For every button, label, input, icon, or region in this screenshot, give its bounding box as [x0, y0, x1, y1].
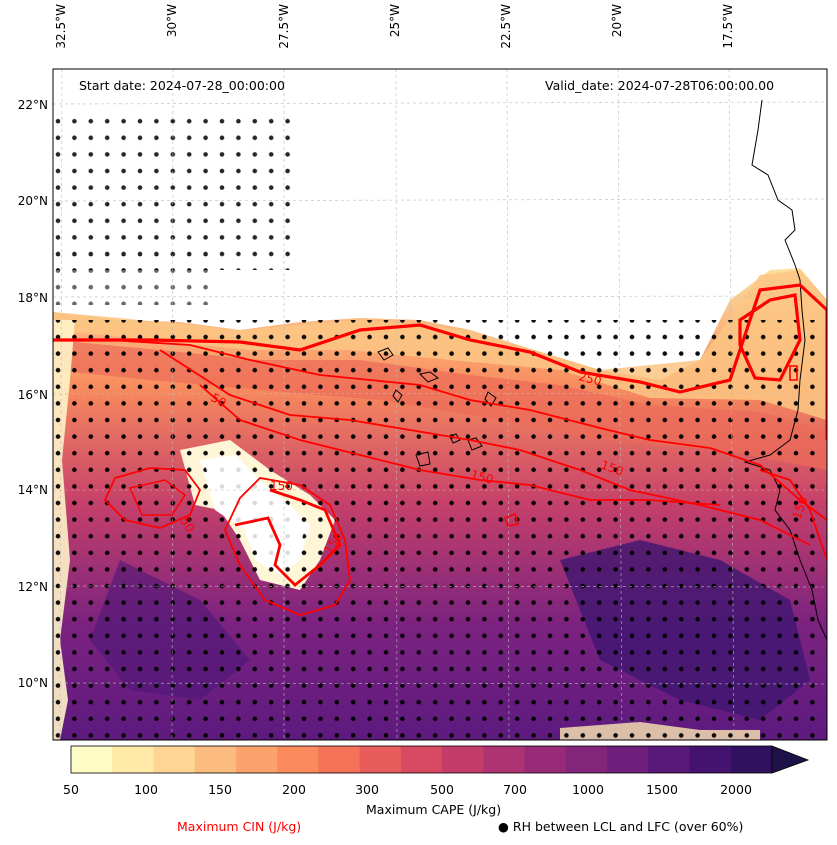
colorbar-extend-arrow — [771, 745, 810, 774]
colorbar-segment — [607, 746, 649, 773]
cin-closed-west-inner — [128, 479, 187, 516]
rh-dots-south — [53, 320, 827, 740]
rh-dot-icon: ● — [498, 819, 509, 834]
map-frame — [52, 68, 828, 741]
colorbar-tick: 500 — [430, 782, 454, 797]
colorbar-label: Maximum CAPE (J/kg) — [366, 802, 502, 817]
contour-label: 150 — [469, 467, 495, 486]
cin-closed-south-outer — [224, 477, 351, 616]
cin-legend-label: Maximum CIN (J/kg) — [177, 819, 302, 834]
cin-contour-50 — [199, 384, 721, 506]
lat-label-12n: 12°N — [17, 580, 48, 594]
colorbar-tick: 300 — [355, 782, 379, 797]
colorbar-tick: 50 — [63, 782, 79, 797]
lat-label-20n: 20°N — [17, 194, 48, 208]
rh-dots-north-gap — [53, 255, 213, 305]
cin-closed-south — [234, 488, 342, 587]
colorbar-segment — [648, 746, 691, 773]
cin-contour-250 — [53, 283, 827, 440]
valid-date-text: Valid_date: 2024-07-28T06:00:00.00 — [545, 78, 775, 93]
colorbar-segment — [277, 746, 319, 773]
colorbar-tick: 1000 — [572, 782, 604, 797]
cin-closed-west — [103, 467, 202, 529]
colorbar-tick: 150 — [208, 782, 232, 797]
gridlines — [53, 69, 827, 740]
start-date-text: Start date: 2024-07-28_00:00:00 — [79, 78, 285, 93]
colorbar-segment — [71, 746, 113, 773]
colorbar-segment — [689, 746, 732, 773]
rh-legend-label: RH between LCL and LFC (over 60%) — [512, 819, 744, 834]
colorbar-tick: 200 — [282, 782, 306, 797]
cin-closed-island — [504, 512, 519, 527]
cin-contours — [53, 283, 827, 616]
colorbar-segment — [483, 746, 526, 773]
cin-contour-east-loop — [789, 365, 798, 381]
colorbar-tick: 100 — [134, 782, 158, 797]
colorbar-segment — [524, 746, 567, 773]
colorbar-segment — [318, 746, 361, 773]
rh-legend: ● RH between LCL and LFC (over 60%) — [498, 819, 743, 834]
colorbar-segment — [565, 746, 608, 773]
cin-contour-150-north — [109, 339, 827, 521]
contour-label: 50 — [177, 515, 197, 535]
colorbar-segment — [442, 746, 484, 773]
colorbar-tick: 1500 — [646, 782, 678, 797]
lat-label-16n: 16°N — [17, 388, 48, 402]
contour-label: 150 — [270, 479, 293, 493]
colorbar-segment — [359, 746, 402, 773]
lat-label-18n: 18°N — [17, 291, 48, 305]
cin-contour-250-east — [738, 293, 802, 382]
lat-label-10n: 10°N — [17, 676, 48, 690]
colorbar-segment — [153, 746, 196, 773]
colorbar-segment — [235, 746, 278, 773]
coastline-africa — [743, 99, 827, 641]
colorbar — [70, 745, 810, 774]
colorbar-segment — [730, 746, 773, 773]
cape-verde-islands — [377, 347, 497, 467]
cin-contour-150-mid — [159, 349, 811, 546]
colorbar-segment — [400, 746, 443, 773]
colorbar-frame — [70, 745, 773, 774]
lat-label-22n: 22°N — [17, 98, 48, 112]
cin-contour-east — [759, 469, 827, 561]
lat-label-14n: 14°N — [17, 483, 48, 497]
colorbar-segments — [71, 746, 773, 773]
contour-label: 250 — [577, 369, 603, 388]
colorbar-segment — [112, 746, 154, 773]
contour-label: 50 — [209, 390, 229, 410]
colorbar-tick: 2000 — [720, 782, 752, 797]
colorbar-segment — [194, 746, 237, 773]
contour-labels: 250 150 150 50 150 150 50 150 — [177, 369, 810, 556]
colorbar-tick: 700 — [503, 782, 527, 797]
